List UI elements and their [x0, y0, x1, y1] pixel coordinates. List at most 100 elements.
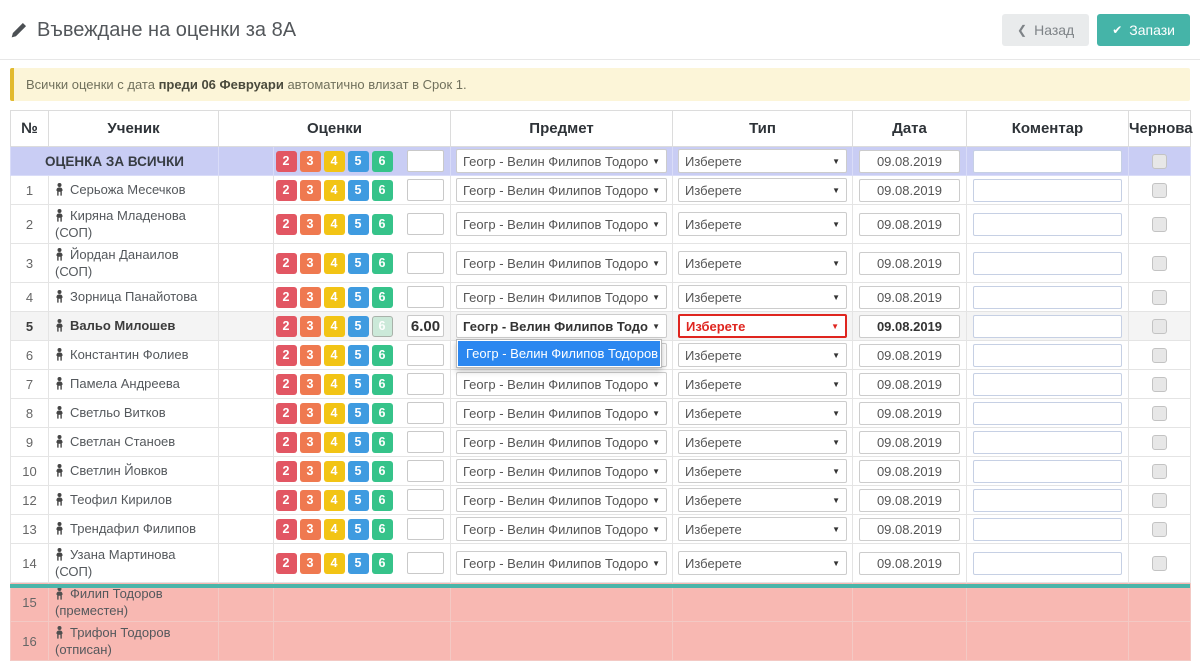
comment-input[interactable] [973, 489, 1122, 512]
grade-button-5[interactable]: 5 [348, 316, 369, 337]
subject-select[interactable]: Геогр - Велин Филипов Тодоров▼ [456, 314, 667, 338]
subject-select[interactable]: Геогр - Велин Филипов Тодоров▼ [456, 285, 667, 309]
type-select[interactable]: Изберете▼ [678, 343, 847, 367]
grade-button-4[interactable]: 4 [324, 316, 345, 337]
grade-button-5[interactable]: 5 [348, 253, 369, 274]
dropdown-option[interactable]: Геогр - Велин Филипов Тодоров [458, 341, 660, 366]
grade-button-3[interactable]: 3 [300, 151, 321, 172]
grade-button-4[interactable]: 4 [324, 287, 345, 308]
grade-input[interactable] [407, 460, 444, 482]
comment-input[interactable] [973, 252, 1122, 275]
date-input[interactable] [859, 213, 960, 236]
grade-button-5[interactable]: 5 [348, 287, 369, 308]
draft-checkbox[interactable] [1152, 377, 1167, 392]
grade-button-2[interactable]: 2 [276, 180, 297, 201]
comment-input[interactable] [973, 344, 1122, 367]
date-input[interactable] [859, 315, 960, 338]
grade-button-6[interactable]: 6 [372, 553, 393, 574]
grade-button-3[interactable]: 3 [300, 253, 321, 274]
grade-button-4[interactable]: 4 [324, 461, 345, 482]
subject-select[interactable]: Геогр - Велин Филипов Тодоров▼ [456, 149, 667, 173]
grade-button-6[interactable]: 6 [372, 374, 393, 395]
grade-button-5[interactable]: 5 [348, 403, 369, 424]
save-button[interactable]: ✔ Запази [1097, 14, 1190, 46]
grade-input[interactable] [407, 489, 444, 511]
grade-button-2[interactable]: 2 [276, 553, 297, 574]
draft-checkbox[interactable] [1152, 406, 1167, 421]
draft-checkbox[interactable] [1152, 348, 1167, 363]
grade-button-3[interactable]: 3 [300, 287, 321, 308]
type-select[interactable]: Изберете▼ [678, 149, 847, 173]
type-select[interactable]: Изберете▼ [678, 285, 847, 309]
date-input[interactable] [859, 344, 960, 367]
draft-checkbox[interactable] [1152, 435, 1167, 450]
subject-select[interactable]: Геогр - Велин Филипов Тодоров▼ [456, 517, 667, 541]
grade-button-4[interactable]: 4 [324, 403, 345, 424]
grade-input[interactable] [407, 252, 444, 274]
grade-button-4[interactable]: 4 [324, 553, 345, 574]
grade-button-6[interactable]: 6 [372, 316, 393, 337]
comment-input[interactable] [973, 315, 1122, 338]
subject-select[interactable]: Геогр - Велин Филипов Тодоров▼ [456, 551, 667, 575]
grade-button-4[interactable]: 4 [324, 151, 345, 172]
comment-input[interactable] [973, 150, 1122, 173]
date-input[interactable] [859, 518, 960, 541]
grade-button-3[interactable]: 3 [300, 490, 321, 511]
grade-input[interactable] [407, 431, 444, 453]
grade-button-3[interactable]: 3 [300, 519, 321, 540]
type-select[interactable]: Изберете▼ [678, 430, 847, 454]
grade-button-3[interactable]: 3 [300, 432, 321, 453]
date-input[interactable] [859, 460, 960, 483]
grade-button-4[interactable]: 4 [324, 345, 345, 366]
grade-input[interactable] [407, 179, 444, 201]
grade-button-2[interactable]: 2 [276, 214, 297, 235]
subject-select[interactable]: Геогр - Велин Филипов Тодоров▼ [456, 488, 667, 512]
back-button[interactable]: ❮ Назад [1002, 14, 1089, 46]
type-select[interactable]: Изберете▼ [678, 401, 847, 425]
grade-button-4[interactable]: 4 [324, 519, 345, 540]
grade-button-4[interactable]: 4 [324, 374, 345, 395]
date-input[interactable] [859, 552, 960, 575]
date-input[interactable] [859, 373, 960, 396]
comment-input[interactable] [973, 373, 1122, 396]
grade-button-5[interactable]: 5 [348, 374, 369, 395]
subject-select[interactable]: Геогр - Велин Филипов Тодоров▼ [456, 459, 667, 483]
grade-button-6[interactable]: 6 [372, 461, 393, 482]
draft-checkbox[interactable] [1152, 217, 1167, 232]
comment-input[interactable] [973, 431, 1122, 454]
grade-input[interactable] [407, 518, 444, 540]
draft-checkbox[interactable] [1152, 493, 1167, 508]
type-select[interactable]: Изберете▼ [678, 459, 847, 483]
draft-checkbox[interactable] [1152, 290, 1167, 305]
grade-input[interactable] [407, 344, 444, 366]
date-input[interactable] [859, 489, 960, 512]
grade-button-5[interactable]: 5 [348, 345, 369, 366]
grade-button-2[interactable]: 2 [276, 253, 297, 274]
draft-checkbox[interactable] [1152, 319, 1167, 334]
subject-select[interactable]: Геогр - Велин Филипов Тодоров▼ [456, 430, 667, 454]
comment-input[interactable] [973, 460, 1122, 483]
grade-button-5[interactable]: 5 [348, 180, 369, 201]
draft-checkbox[interactable] [1152, 154, 1167, 169]
grade-button-5[interactable]: 5 [348, 461, 369, 482]
comment-input[interactable] [973, 213, 1122, 236]
grade-button-2[interactable]: 2 [276, 151, 297, 172]
grade-button-6[interactable]: 6 [372, 214, 393, 235]
grade-button-6[interactable]: 6 [372, 345, 393, 366]
grade-button-2[interactable]: 2 [276, 345, 297, 366]
date-input[interactable] [859, 252, 960, 275]
type-select[interactable]: Изберете▼ [678, 488, 847, 512]
grade-button-2[interactable]: 2 [276, 519, 297, 540]
grade-button-3[interactable]: 3 [300, 403, 321, 424]
grade-button-3[interactable]: 3 [300, 345, 321, 366]
grade-input[interactable] [407, 150, 444, 172]
grade-button-5[interactable]: 5 [348, 519, 369, 540]
type-select[interactable]: Изберете▼ [678, 314, 847, 338]
grade-button-6[interactable]: 6 [372, 519, 393, 540]
date-input[interactable] [859, 402, 960, 425]
comment-input[interactable] [973, 402, 1122, 425]
comment-input[interactable] [973, 179, 1122, 202]
grade-button-6[interactable]: 6 [372, 253, 393, 274]
grade-input[interactable] [407, 373, 444, 395]
date-input[interactable] [859, 150, 960, 173]
